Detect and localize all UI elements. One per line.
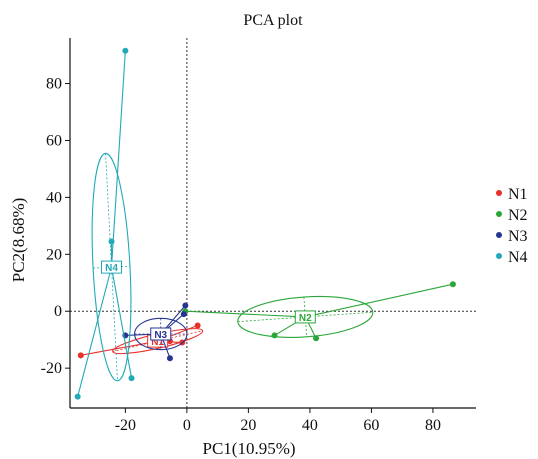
y-tick-label: 0 [54, 303, 62, 320]
y-tick-label: -20 [41, 360, 62, 377]
point-n2-3 [449, 281, 456, 288]
x-axis-label: PC1(10.95%) [202, 439, 295, 458]
ellipse-minor-axis-n2 [303, 297, 308, 337]
group-label-n4: N4 [105, 263, 118, 274]
y-axis-label: PC2(8.68%) [9, 198, 28, 283]
x-tick-label: 80 [425, 417, 441, 434]
series-n4: N4 [74, 47, 135, 400]
point-n4-3 [74, 393, 81, 400]
spoke-n4-3 [77, 266, 113, 397]
point-n4-1 [108, 238, 115, 245]
point-n2-1 [271, 332, 278, 339]
spoke-n2-3 [305, 283, 454, 318]
y-tick-label: 40 [46, 189, 62, 206]
ellipse-major-axis-n2 [237, 311, 373, 323]
plot-area: N1 N2 N3 N4 [70, 38, 476, 408]
point-n1-0 [77, 352, 84, 359]
legend-marker-n1 [496, 190, 502, 196]
y-tick-label: 80 [46, 76, 62, 93]
legend-marker-n2 [496, 211, 502, 217]
legend-label-n1: N1 [508, 186, 528, 203]
spoke-n4-0 [110, 50, 126, 268]
legend: N1 N2 N3 N4 [496, 186, 528, 266]
point-n3-1 [166, 355, 173, 362]
group-label-n2: N2 [299, 313, 312, 324]
series-n3: N3 [122, 302, 189, 362]
legend-marker-n4 [496, 253, 502, 259]
point-n3-2 [182, 302, 189, 309]
y-tick-label: 60 [46, 132, 62, 149]
point-n2-2 [313, 335, 320, 342]
x-tick-label: 60 [363, 417, 379, 434]
point-n4-0 [122, 47, 129, 54]
legend-label-n2: N2 [508, 207, 528, 224]
legend-marker-n3 [496, 232, 502, 238]
point-n4-2 [128, 375, 135, 382]
x-tick-label: 40 [302, 417, 318, 434]
group-label-box-n2 [294, 310, 316, 324]
spoke-n2-0 [185, 310, 306, 318]
legend-label-n4: N4 [508, 249, 528, 266]
chart-title: PCA plot [243, 12, 303, 29]
group-label-n1: N1 [151, 337, 164, 348]
x-tick-label: 0 [183, 417, 191, 434]
group-label-n3: N3 [154, 330, 167, 341]
legend-label-n3: N3 [508, 228, 528, 245]
group-label-box-n4 [101, 260, 123, 274]
axes: -20 0 20 40 60 80 -20 0 20 40 60 80 [41, 38, 476, 434]
spoke-n1-0 [80, 340, 158, 356]
y-tick-label: 20 [46, 246, 62, 263]
spoke-n4-2 [110, 267, 133, 379]
series-n2: N2 [182, 281, 456, 342]
point-n3-3 [180, 311, 187, 318]
group-label-box-n3 [150, 327, 172, 341]
ellipse-major-axis-n1 [112, 330, 203, 352]
point-n1-2 [194, 322, 201, 329]
x-tick-label: 20 [240, 417, 256, 434]
x-tick-label: -20 [115, 417, 136, 434]
